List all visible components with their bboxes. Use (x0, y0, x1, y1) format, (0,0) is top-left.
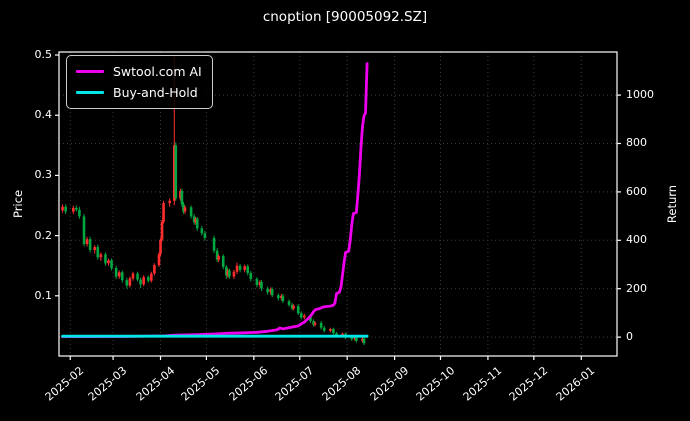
ai-return-line (61, 62, 369, 339)
axes-spines (55, 51, 621, 360)
ai-line-swatch (76, 70, 104, 73)
price-tick-label: 0.1 (34, 288, 53, 302)
price-tick-label: 0.4 (34, 108, 53, 122)
buy-hold-line-swatch (76, 91, 104, 94)
chart-title: cnoption [90005092.SZ] (262, 9, 428, 25)
legend-label-ai: Swtool.com AI (113, 64, 202, 79)
return-tick-label: 200 (626, 281, 647, 295)
legend: Swtool.com AI Buy-and-Hold (66, 55, 213, 109)
price-tick-label: 0.2 (34, 228, 53, 242)
price-tick-label: 0.5 (34, 48, 53, 61)
return-tick-label: 600 (626, 184, 647, 198)
grid-lines (59, 52, 617, 356)
return-tick-label: 0 (626, 330, 633, 344)
price-tick-label: 0.3 (34, 168, 53, 182)
return-tick-label: 800 (626, 136, 647, 150)
legend-item-buy-hold: Buy-and-Hold (76, 82, 202, 103)
return-tick-label: 1000 (626, 88, 654, 102)
candlesticks (61, 55, 366, 346)
legend-label-buy-hold: Buy-and-Hold (113, 85, 198, 100)
return-tick-label: 400 (626, 233, 647, 247)
legend-item-ai: Swtool.com AI (76, 61, 202, 82)
series-lines (61, 62, 369, 339)
